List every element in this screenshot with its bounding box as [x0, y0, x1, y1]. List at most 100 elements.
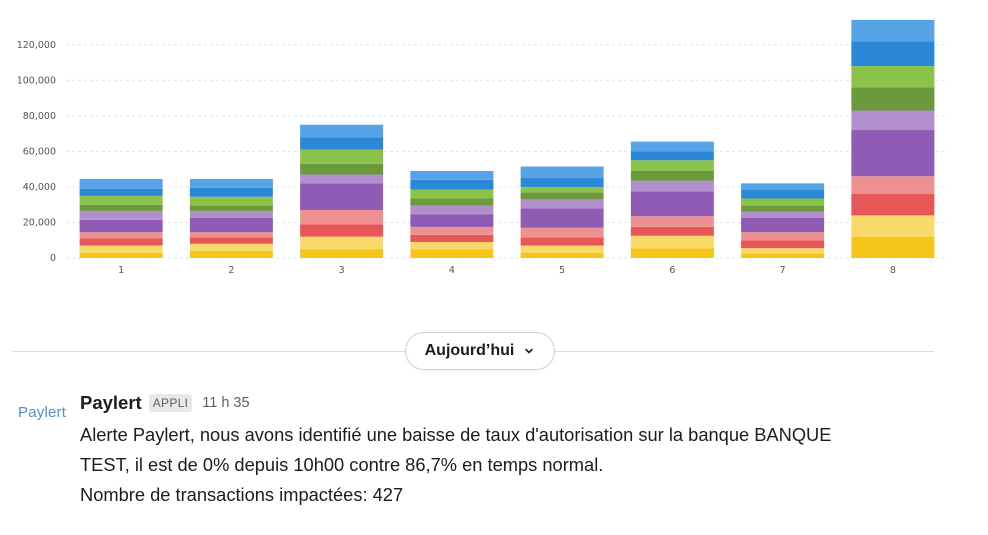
- bar-segment[interactable]: [300, 137, 384, 150]
- bar-segment[interactable]: [630, 180, 714, 192]
- bar-segment[interactable]: [79, 178, 163, 189]
- bar-segment[interactable]: [300, 124, 384, 138]
- bar-segment[interactable]: [630, 216, 714, 227]
- bar-segment[interactable]: [410, 189, 494, 199]
- chevron-down-icon: [525, 348, 534, 354]
- message-timestamp[interactable]: 11 h 35: [202, 395, 250, 411]
- bar-segment[interactable]: [520, 186, 604, 193]
- bar-segment[interactable]: [741, 198, 825, 206]
- bar-segment[interactable]: [79, 238, 163, 246]
- bar-segment[interactable]: [851, 236, 935, 258]
- bar-segment[interactable]: [79, 232, 163, 239]
- message-line: Alerte Paylert, nous avons identifié une…: [80, 424, 832, 445]
- bar-segment[interactable]: [851, 194, 935, 216]
- bar-segment[interactable]: [410, 170, 494, 180]
- bar-segment[interactable]: [851, 41, 935, 67]
- message-line: Nombre de transactions impactées: 427: [80, 484, 404, 505]
- message-line: TEST, il est de 0% depuis 10h00 contre 8…: [80, 454, 604, 475]
- bar-segment[interactable]: [851, 130, 935, 177]
- bar-segment[interactable]: [520, 199, 604, 209]
- bar-segment[interactable]: [630, 235, 714, 249]
- bar-segment[interactable]: [520, 166, 604, 179]
- bar-segment[interactable]: [630, 151, 714, 161]
- bar-segment[interactable]: [189, 237, 273, 244]
- bar-segment[interactable]: [520, 237, 604, 246]
- x-tick-label: 7: [780, 265, 786, 276]
- bar-segment[interactable]: [630, 248, 714, 258]
- bar-segment[interactable]: [300, 210, 384, 225]
- y-tick-label: 0: [50, 253, 56, 264]
- bar-segment[interactable]: [630, 141, 714, 152]
- bar-segment[interactable]: [189, 232, 273, 238]
- bar-segment[interactable]: [741, 183, 825, 190]
- bar-segment[interactable]: [189, 243, 273, 251]
- avatar[interactable]: Paylert: [18, 404, 67, 421]
- sender-name[interactable]: Paylert: [80, 392, 142, 413]
- bar-segment[interactable]: [189, 210, 273, 219]
- x-tick-label: 8: [890, 265, 896, 276]
- x-tick-label: 4: [449, 265, 455, 276]
- bar-segment[interactable]: [741, 253, 825, 258]
- bar-segment[interactable]: [300, 249, 384, 258]
- bar-segment[interactable]: [851, 19, 935, 42]
- bar-segment[interactable]: [851, 176, 935, 195]
- bar-segment[interactable]: [520, 178, 604, 187]
- bar-segment[interactable]: [851, 110, 935, 131]
- bar-segment[interactable]: [189, 196, 273, 206]
- bar-segment[interactable]: [741, 189, 825, 199]
- bar-segment[interactable]: [520, 252, 604, 258]
- bar-segment[interactable]: [410, 249, 494, 258]
- bar-segment[interactable]: [851, 87, 935, 111]
- bar-segment[interactable]: [300, 163, 384, 175]
- bar-segment[interactable]: [741, 218, 825, 233]
- bar-segment[interactable]: [630, 160, 714, 171]
- bar-segment[interactable]: [410, 198, 494, 206]
- bar-segment[interactable]: [741, 240, 825, 249]
- bar-segment[interactable]: [189, 218, 273, 233]
- bar-segment[interactable]: [520, 245, 604, 253]
- bar-segment[interactable]: [410, 214, 494, 227]
- bar-segment[interactable]: [410, 179, 494, 190]
- y-tick-label: 80,000: [23, 111, 56, 122]
- bar-segment[interactable]: [520, 192, 604, 200]
- bar-segment[interactable]: [79, 219, 163, 233]
- bar-segment[interactable]: [851, 66, 935, 88]
- bar-segment[interactable]: [410, 234, 494, 243]
- y-tick-label: 20,000: [23, 217, 56, 228]
- bar-segment[interactable]: [189, 187, 273, 197]
- bar-segment[interactable]: [300, 236, 384, 250]
- bar-segment[interactable]: [300, 149, 384, 164]
- bar-segment[interactable]: [520, 227, 604, 238]
- bar-segment[interactable]: [410, 226, 494, 235]
- bar-segment[interactable]: [189, 205, 273, 211]
- bar-segment[interactable]: [300, 174, 384, 184]
- bar-segment[interactable]: [79, 210, 163, 220]
- bar-segment[interactable]: [189, 250, 273, 258]
- bar-segment[interactable]: [630, 170, 714, 181]
- bar-segment[interactable]: [851, 215, 935, 237]
- y-tick-label: 100,000: [17, 75, 56, 86]
- bar-segment[interactable]: [630, 191, 714, 217]
- bar-segment[interactable]: [300, 183, 384, 211]
- bar-segment[interactable]: [410, 205, 494, 215]
- bar-segment[interactable]: [79, 245, 163, 253]
- bar-segment[interactable]: [741, 205, 825, 212]
- bar-segment[interactable]: [520, 208, 604, 228]
- bar-segment[interactable]: [410, 242, 494, 250]
- x-tick-label: 2: [228, 265, 234, 276]
- bar-segment[interactable]: [79, 252, 163, 258]
- x-tick-label: 6: [669, 265, 675, 276]
- y-tick-label: 60,000: [23, 146, 56, 157]
- bar-segment[interactable]: [79, 188, 163, 196]
- bar-segment[interactable]: [741, 232, 825, 241]
- bar-segment[interactable]: [630, 226, 714, 236]
- bar-segment[interactable]: [741, 248, 825, 254]
- bar-segment[interactable]: [189, 178, 273, 188]
- bar-segment[interactable]: [741, 211, 825, 219]
- y-tick-label: 120,000: [17, 40, 56, 51]
- date-divider-button[interactable]: Aujourd’hui: [405, 332, 555, 370]
- x-tick-label: 5: [559, 265, 565, 276]
- bar-segment[interactable]: [79, 204, 163, 211]
- bar-segment[interactable]: [300, 224, 384, 237]
- bar-segment[interactable]: [79, 195, 163, 205]
